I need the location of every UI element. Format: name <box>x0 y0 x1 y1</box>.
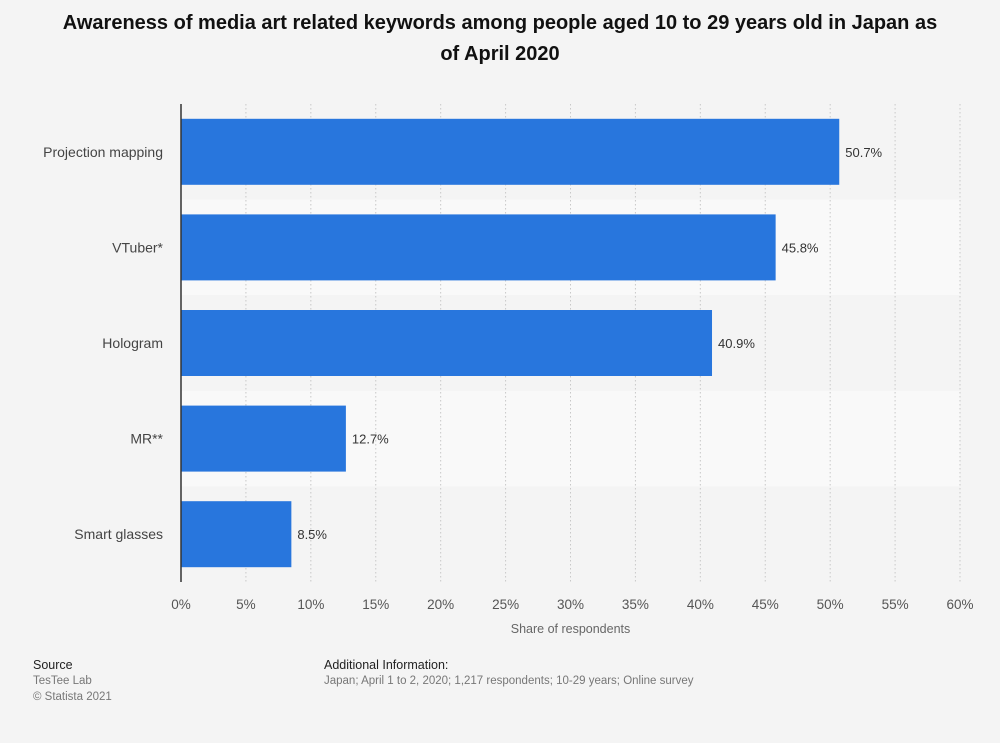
tick-label: 45% <box>752 597 779 612</box>
additional-info-text: Japan; April 1 to 2, 2020; 1,217 respond… <box>324 675 694 687</box>
value-labels: 50.7% 45.8% 40.9% 12.7% 8.5% <box>297 145 882 542</box>
value-label: 12.7% <box>352 432 389 447</box>
tick-label: 25% <box>492 597 519 612</box>
tick-label: 35% <box>622 597 649 612</box>
source-heading: Source <box>33 658 73 672</box>
row-band <box>181 486 960 582</box>
source-block: Source TesTee Lab © Statista 2021 <box>33 657 112 705</box>
value-label: 40.9% <box>718 336 755 351</box>
bar <box>181 501 292 568</box>
tick-label: 20% <box>427 597 454 612</box>
value-label: 50.7% <box>845 145 882 160</box>
tick-label: 50% <box>817 597 844 612</box>
bar <box>181 405 346 472</box>
bar <box>181 310 713 376</box>
tick-label: 5% <box>236 597 256 612</box>
bars <box>181 118 840 568</box>
bar <box>181 214 776 281</box>
additional-info-heading: Additional Information: <box>324 658 449 672</box>
category-label: Smart glasses <box>74 526 163 542</box>
tick-label: 10% <box>297 597 324 612</box>
category-label: VTuber* <box>112 239 163 255</box>
tick-label: 30% <box>557 597 584 612</box>
copyright-text: © Statista 2021 <box>33 691 112 703</box>
tick-label: 15% <box>362 597 389 612</box>
value-label: 8.5% <box>297 527 327 542</box>
category-labels: Projection mapping VTuber* Hologram MR** Sma… <box>43 144 163 542</box>
tick-label: 40% <box>687 597 714 612</box>
x-axis-title: Share of respondents <box>511 622 631 636</box>
chart-title: Awareness of media art related keywords … <box>62 12 938 65</box>
value-label: 45.8% <box>782 240 819 255</box>
source-name: TesTee Lab <box>33 675 92 687</box>
bar <box>181 118 840 185</box>
category-label: Projection mapping <box>43 144 163 160</box>
category-label: MR** <box>130 431 163 447</box>
additional-info-block: Additional Information: Japan; April 1 t… <box>324 657 694 689</box>
tick-label: 55% <box>882 597 909 612</box>
category-label: Hologram <box>102 335 163 351</box>
tick-label: 60% <box>946 597 973 612</box>
tick-labels: 0% 5% 10% 15% 20% 25% 30% 35% 40% 45% 50% 55% 60% <box>171 597 973 612</box>
tick-label: 0% <box>171 597 191 612</box>
